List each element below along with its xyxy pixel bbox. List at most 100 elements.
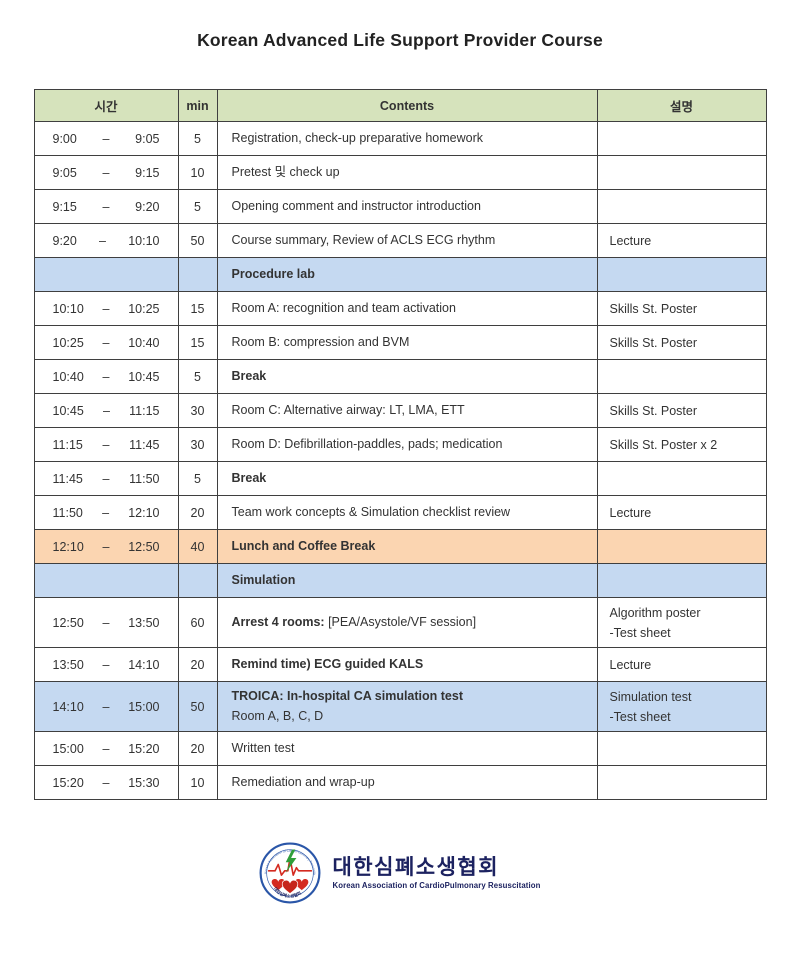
schedule-table: 시간 min Contents 설명 9:00 – 9:05 5 Registratio… [33, 89, 767, 800]
header-desc: 설명 [596, 89, 767, 122]
time-cell: 10:25 – 10:40 [33, 325, 179, 360]
schedule-row: 10:25 – 10:40 15 Room B: compression and BVM… [33, 325, 767, 360]
desc-cell [596, 461, 767, 496]
contents-text: Remediation and wrap-up [231, 774, 375, 789]
time-cell: 15:20 – 15:30 [33, 765, 179, 800]
contents-cell: Written test [216, 731, 598, 766]
min-cell: 50 [177, 223, 218, 258]
contents-cell: Procedure lab [216, 257, 598, 292]
time-cell: 13:50 – 14:10 [33, 647, 179, 682]
end-time: 10:10 [128, 233, 160, 248]
end-time: 12:50 [128, 539, 160, 554]
min-cell: 20 [177, 731, 218, 766]
start-time: 13:50 [52, 657, 84, 672]
end-time: 15:20 [128, 741, 160, 756]
contents-line2: Room A, B, C, D [231, 708, 324, 723]
contents-cell: Pretest 및 check up [216, 155, 598, 190]
schedule-row: 12:50–13:50 60 Arrest 4 rooms: [PEA/Asysto… [33, 597, 767, 648]
contents-text: Opening comment and instructor introduct… [231, 198, 481, 213]
desc-cell [596, 359, 767, 394]
min-cell: 20 [177, 495, 218, 530]
start-time: 9:00 [52, 131, 77, 146]
time-dash: – [102, 741, 110, 756]
min-cell [177, 257, 218, 292]
time-cell: 12:10 – 12:50 [33, 529, 179, 564]
min-cell: 20 [177, 647, 218, 682]
end-time: 10:25 [128, 301, 160, 316]
end-time: 11:15 [129, 403, 160, 418]
desc-line: Skills St. Poster [609, 301, 698, 316]
schedule-row: 9:00 – 9:05 5 Registration, check-up prepara… [33, 121, 767, 156]
contents-bold: Procedure lab [231, 266, 315, 281]
desc-line: Lecture [609, 657, 652, 672]
header-row: 시간 min Contents 설명 [33, 89, 767, 122]
time-cell: 9:00 – 9:05 [33, 121, 179, 156]
contents-cell: Course summary, Review of ACLS ECG rhyth… [216, 223, 598, 258]
start-time: 10:45 [52, 403, 84, 418]
contents-cell: Arrest 4 rooms: [PEA/Asystole/VF session… [216, 597, 598, 648]
time-cell: 9:05 – 9:15 [33, 155, 179, 190]
min-cell: 5 [177, 189, 218, 224]
desc-cell: Skills St. Poster [596, 291, 767, 326]
desc-cell [596, 529, 767, 564]
time-dash: – [102, 369, 110, 384]
start-time: 15:00 [52, 741, 84, 756]
time-dash: – [102, 657, 110, 672]
time-cell: 10:45 – 11:15 [33, 393, 179, 428]
desc-cell [596, 563, 767, 598]
end-time: 10:45 [128, 369, 160, 384]
time-dash: – [102, 699, 110, 714]
desc-cell: Algorithm poster -Test sheet [596, 597, 767, 648]
contents-text: Course summary, Review of ACLS ECG rhyth… [231, 232, 496, 247]
time-dash: – [99, 233, 106, 248]
time-dash: – [102, 437, 110, 452]
schedule-row: 12:10 – 12:50 40 Lunch and Coffee Break [33, 529, 767, 564]
start-time: 9:20 [52, 233, 77, 248]
time-dash: – [102, 471, 110, 486]
header-time: 시간 [33, 89, 179, 122]
min-cell: 15 [177, 325, 218, 360]
contents-bold: Break [231, 368, 267, 383]
desc-line: Lecture [609, 233, 652, 248]
min-cell: 15 [177, 291, 218, 326]
desc-line: -Test sheet [609, 709, 671, 724]
contents-cell: Remediation and wrap-up [216, 765, 598, 800]
contents-cell: Simulation [216, 563, 598, 598]
desc-line: Skills St. Poster [609, 335, 698, 350]
start-time: 14:10 [52, 699, 84, 714]
schedule-row: 13:50 – 14:10 20 Remind time) ECG guided KAL… [33, 647, 767, 682]
end-time: 11:50 [129, 471, 160, 486]
contents-cell: Lunch and Coffee Break [216, 529, 598, 564]
header-min: min [177, 89, 218, 122]
end-time: 14:10 [128, 657, 160, 672]
page-title: Korean Advanced Life Support Provider Co… [197, 30, 603, 50]
desc-cell: Skills St. Poster x 2 [596, 427, 767, 462]
time-dash: – [102, 335, 110, 350]
time-cell: 14:10 – 15:00 [33, 681, 179, 732]
contents-bold: Lunch and Coffee Break [231, 538, 376, 553]
start-time: 9:15 [52, 199, 77, 214]
contents-text: Pretest 및 check up [231, 164, 340, 179]
end-time: 15:30 [128, 775, 160, 790]
start-time: 15:20 [52, 775, 84, 790]
contents-bold: Simulation [231, 572, 296, 587]
start-time: 12:10 [52, 539, 84, 554]
min-cell: 30 [177, 393, 218, 428]
end-time: 9:20 [135, 199, 160, 214]
desc-cell [596, 257, 767, 292]
time-cell: 15:00 – 15:20 [33, 731, 179, 766]
desc-cell [596, 155, 767, 190]
schedule-body: 9:00 – 9:05 5 Registration, check-up prepara… [33, 121, 767, 800]
schedule-row: 9:15 – 9:20 5 Opening comment and instructor… [33, 189, 767, 224]
section-row: Simulation [33, 563, 767, 598]
end-time: 9:05 [135, 131, 160, 146]
time-dash: – [102, 165, 110, 180]
schedule-row: 15:00 – 15:20 20 Written test [33, 731, 767, 766]
min-cell: 5 [177, 359, 218, 394]
time-dash: – [102, 403, 110, 418]
contents-bold: Arrest 4 rooms: [231, 614, 325, 629]
desc-cell [596, 731, 767, 766]
end-time: 15:00 [128, 699, 160, 714]
contents-cell: Opening comment and instructor introduct… [216, 189, 598, 224]
time-cell: 10:40 – 10:45 [33, 359, 179, 394]
